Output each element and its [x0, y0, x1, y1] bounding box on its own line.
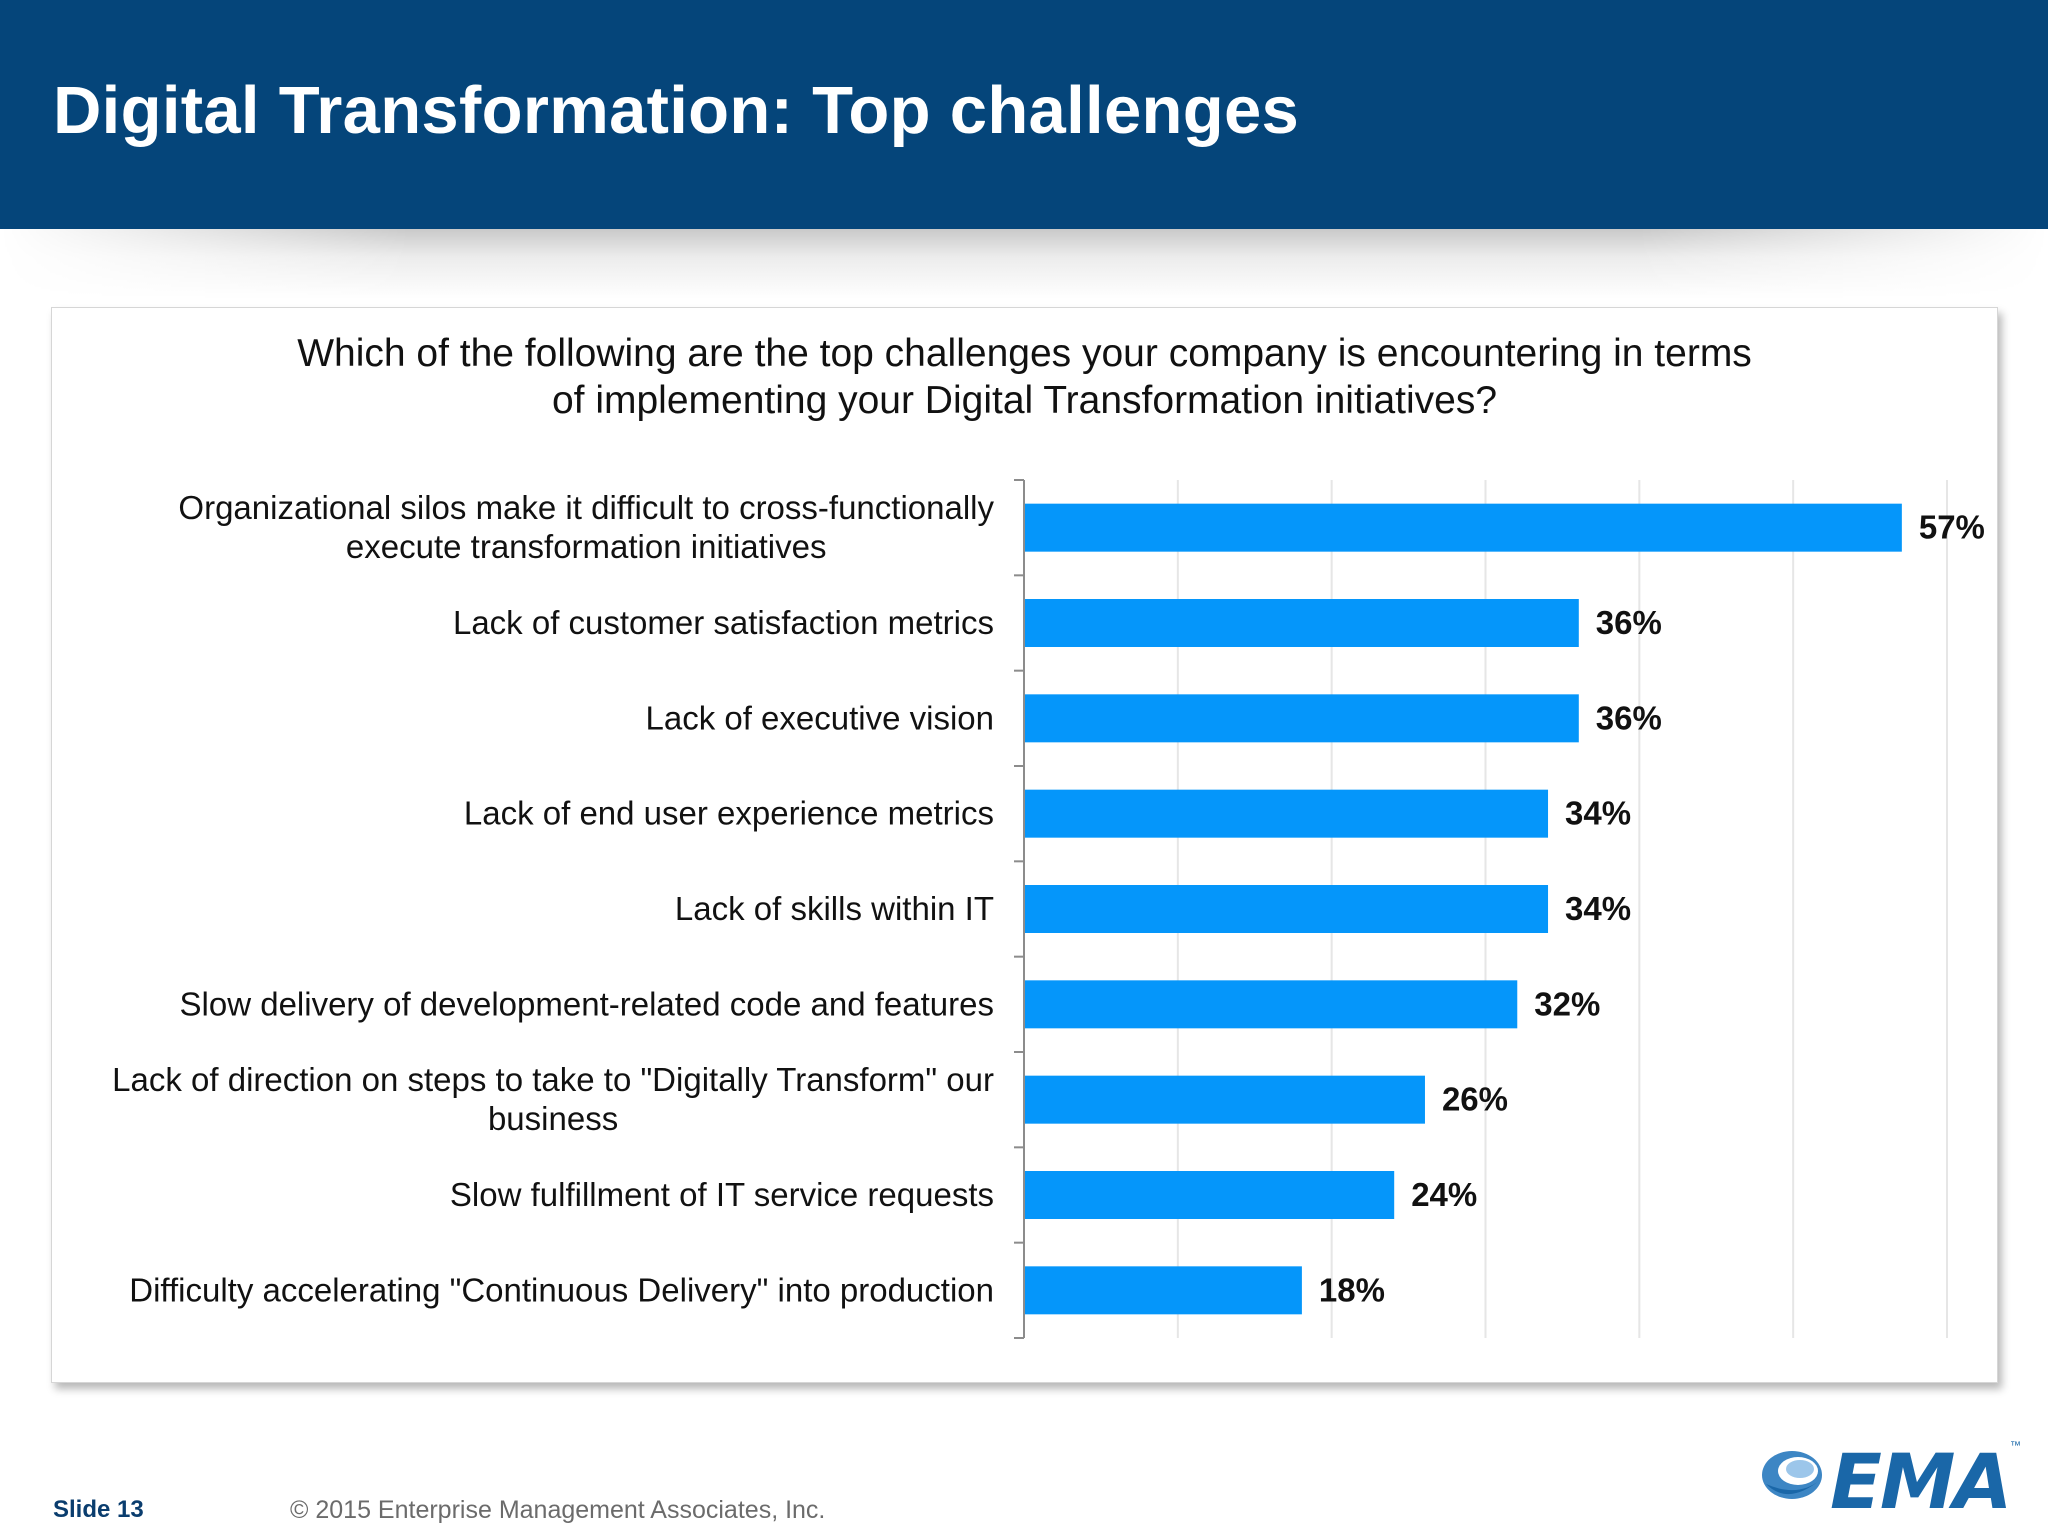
- data-label: 18%: [1319, 1271, 1385, 1308]
- category-label: Slow fulfillment of IT service requests: [450, 1176, 994, 1213]
- chart-question-line-2: of implementing your Digital Transformat…: [551, 379, 1498, 422]
- category-label: Difficulty accelerating "Continuous Deli…: [129, 1271, 994, 1308]
- bar: [1025, 503, 1902, 552]
- ema-logo: EMA ™: [1752, 1436, 2022, 1526]
- category-label: Organizational silos make it difficult t…: [178, 489, 994, 565]
- category-label: Lack of end user experience metrics: [464, 795, 994, 832]
- category-label: Lack of direction on steps to take to "D…: [112, 1061, 994, 1137]
- category-label: Lack of customer satisfaction metrics: [453, 604, 994, 641]
- chart-question-line-1: Which of the following are the top chall…: [297, 332, 1752, 375]
- category-label: Slow delivery of development-related cod…: [180, 985, 994, 1022]
- data-label: 24%: [1411, 1176, 1477, 1213]
- category-label: Lack of skills within IT: [675, 890, 994, 927]
- data-label: 26%: [1442, 1081, 1508, 1118]
- data-label: 34%: [1565, 795, 1631, 832]
- bar-chart: 57% Organizational silos make it difficul…: [112, 479, 1985, 1339]
- chart-panel: Which of the following are the top chall…: [51, 307, 1998, 1383]
- data-label: 36%: [1596, 699, 1662, 736]
- ema-logo-text: EMA: [1830, 1437, 2012, 1526]
- data-label: 32%: [1534, 985, 1600, 1022]
- bar: [1025, 980, 1518, 1029]
- slide-title: Digital Transformation: Top challenges: [53, 73, 1300, 148]
- category-label: Lack of executive vision: [645, 699, 994, 736]
- bar: [1025, 885, 1549, 933]
- ema-logo-icon: [1762, 1451, 1822, 1499]
- bar: [1025, 1171, 1395, 1219]
- header-shadow: [0, 229, 2048, 299]
- data-label: 57%: [1919, 509, 1985, 546]
- data-label: 34%: [1565, 890, 1631, 927]
- slide-number: Slide 13: [53, 1496, 144, 1523]
- bar: [1025, 1266, 1302, 1315]
- slide-header: Digital Transformation: Top challenges: [0, 0, 2048, 229]
- data-label: 36%: [1596, 604, 1662, 641]
- bar: [1025, 694, 1579, 743]
- bar: [1025, 1075, 1425, 1124]
- bar: [1025, 789, 1549, 838]
- ema-logo-trademark: ™: [2010, 1440, 2021, 1452]
- copyright-text: © 2015 Enterprise Management Associates,…: [290, 1496, 826, 1524]
- bar: [1025, 599, 1579, 647]
- chart-question: Which of the following are the top chall…: [52, 330, 1997, 424]
